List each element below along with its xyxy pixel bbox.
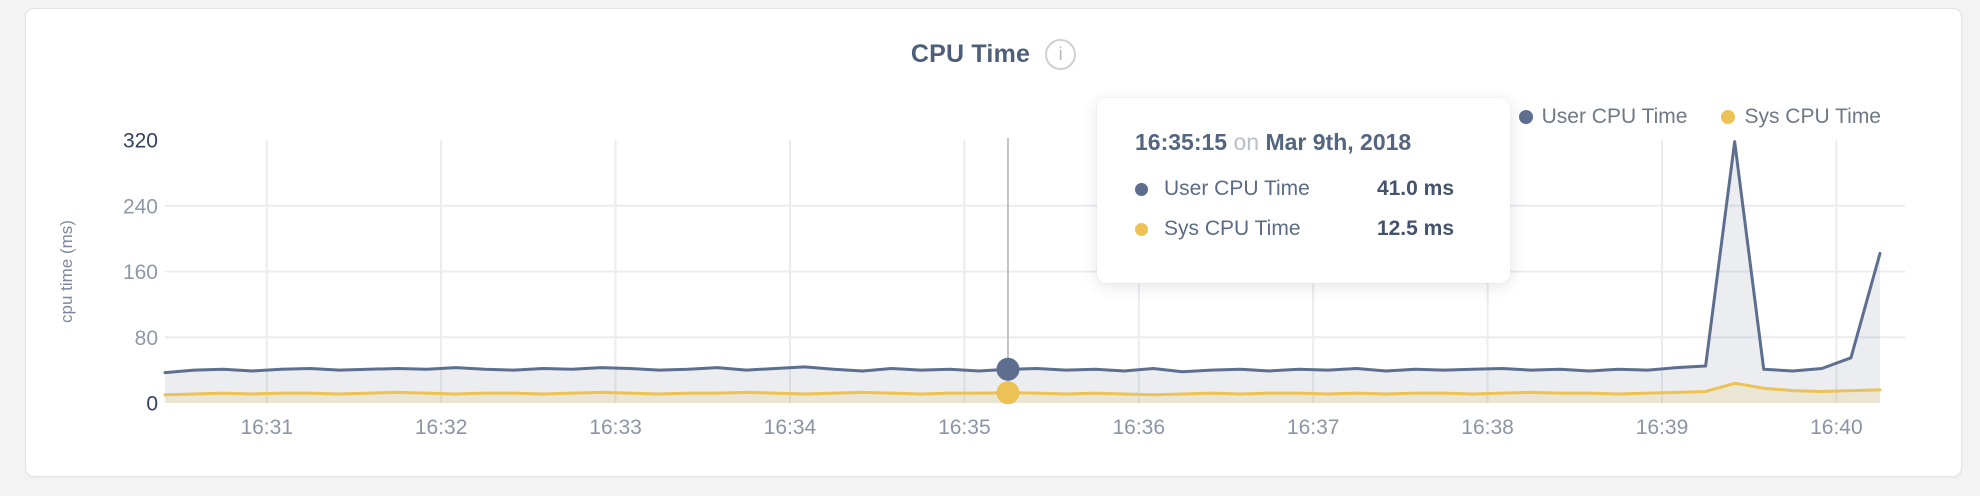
svg-text:240: 240 — [123, 195, 158, 218]
legend-label-user: User CPU Time — [1541, 105, 1688, 128]
legend-item-sys-cpu-time[interactable]: Sys CPU Time — [1721, 105, 1881, 129]
tooltip-dot-user-icon — [1135, 182, 1148, 196]
tooltip-row-sys: Sys CPU Time 12.5 ms — [1135, 209, 1454, 249]
info-icon[interactable]: i — [1045, 39, 1077, 70]
svg-text:80: 80 — [135, 327, 158, 350]
svg-text:16:40: 16:40 — [1810, 416, 1863, 439]
tooltip-row-sys-value: 12.5 ms — [1376, 217, 1454, 240]
tooltip-row-user: User CPU Time 41.0 ms — [1135, 169, 1454, 209]
svg-text:16:37: 16:37 — [1287, 416, 1340, 439]
chart-title: CPU Time — [910, 40, 1031, 68]
legend: User CPU Time Sys CPU Time — [1518, 105, 1881, 129]
tooltip-time: 16:35:15 — [1135, 129, 1228, 155]
svg-text:16:38: 16:38 — [1461, 416, 1514, 439]
legend-dot-user-icon — [1518, 110, 1533, 124]
chart-header: CPU Time i — [26, 39, 1961, 70]
svg-text:16:35: 16:35 — [938, 416, 991, 439]
legend-dot-sys-icon — [1721, 110, 1736, 124]
tooltip-connector: on — [1233, 129, 1260, 155]
legend-label-sys: Sys CPU Time — [1744, 105, 1881, 128]
svg-text:160: 160 — [123, 261, 158, 284]
svg-text:320: 320 — [123, 130, 158, 153]
svg-text:16:31: 16:31 — [240, 416, 293, 439]
svg-text:cpu time (ms): cpu time (ms) — [57, 220, 76, 323]
tooltip-row-user-label: User CPU Time — [1164, 177, 1310, 200]
tooltip-header: 16:35:15 on Mar 9th, 2018 — [1135, 129, 1454, 156]
tooltip-date: Mar 9th, 2018 — [1265, 129, 1412, 155]
svg-text:16:36: 16:36 — [1112, 416, 1165, 439]
legend-item-user-cpu-time[interactable]: User CPU Time — [1518, 105, 1688, 129]
svg-text:16:32: 16:32 — [415, 416, 468, 439]
tooltip-row-sys-label: Sys CPU Time — [1164, 217, 1301, 240]
cpu-time-card: CPU Time i User CPU Time Sys CPU Time — [25, 8, 1962, 477]
tooltip-dot-sys-icon — [1135, 222, 1148, 236]
svg-text:16:39: 16:39 — [1636, 416, 1689, 439]
svg-text:16:33: 16:33 — [589, 416, 642, 439]
svg-text:0: 0 — [146, 393, 158, 416]
tooltip-row-user-value: 41.0 ms — [1376, 177, 1454, 200]
svg-text:16:34: 16:34 — [764, 416, 817, 439]
chart-tooltip: 16:35:15 on Mar 9th, 2018 User CPU Time … — [1097, 98, 1510, 283]
